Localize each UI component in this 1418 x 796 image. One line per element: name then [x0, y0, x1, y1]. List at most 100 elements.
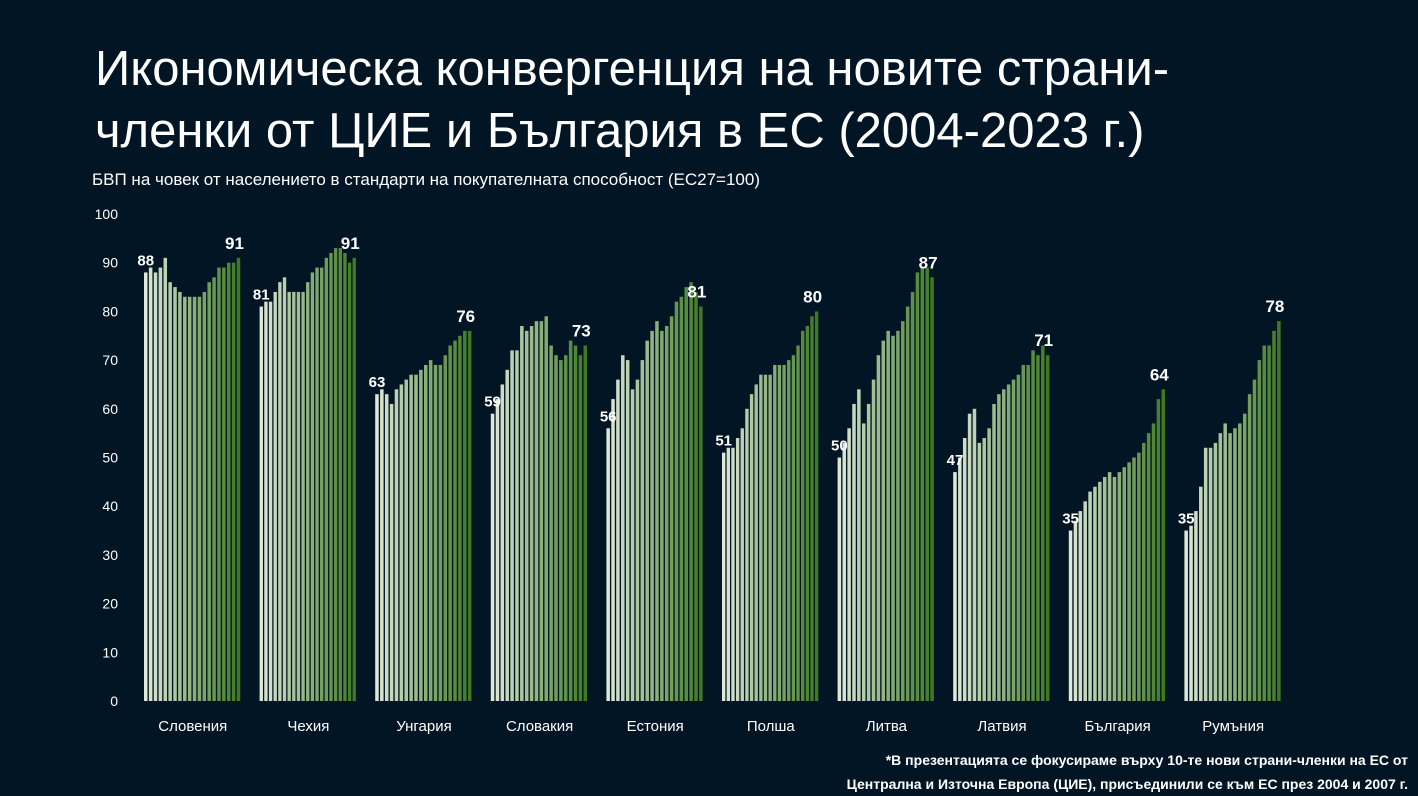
- bar: [1194, 511, 1198, 701]
- bar: [153, 272, 158, 701]
- bar: [1257, 360, 1262, 701]
- bar: [515, 350, 519, 701]
- bar: [1132, 457, 1136, 701]
- bar: [306, 282, 310, 701]
- bar-groups: [144, 248, 1281, 701]
- bar: [886, 330, 890, 701]
- data-label-first: 47: [947, 452, 964, 469]
- data-label-first: 50: [831, 438, 848, 455]
- page-title: Икономическа конвергенция на новите стра…: [95, 38, 1345, 162]
- y-tick-label: 80: [102, 303, 118, 319]
- bar: [409, 374, 413, 701]
- bar: [187, 296, 192, 701]
- bar: [958, 457, 962, 701]
- data-label-first: 51: [715, 433, 732, 450]
- x-category-label: Унгария: [396, 718, 451, 735]
- bar: [655, 321, 659, 701]
- footnote-line-2: Централна и Източна Европа (ЦИЕ), присъе…: [846, 776, 1408, 792]
- bar: [320, 267, 324, 701]
- bar: [664, 326, 669, 701]
- x-category-label: Чехия: [287, 718, 329, 735]
- footnote-line-1: *В презентацията се фокусираме върху 10-…: [885, 752, 1408, 768]
- bar: [754, 384, 758, 701]
- x-category-label: Румъния: [1202, 718, 1264, 735]
- bar: [380, 389, 384, 701]
- bar: [977, 442, 982, 701]
- bar: [544, 316, 548, 701]
- bar: [1102, 476, 1107, 701]
- y-tick-label: 60: [102, 401, 118, 417]
- bar: [559, 360, 563, 701]
- gdp-bar-chart: 0 10 20 30 40 50 60 70 80 90 100 88 91 81 91 63 76 59 73 5…: [95, 206, 1285, 735]
- bar: [207, 282, 211, 701]
- bar: [231, 262, 236, 701]
- bar: [871, 379, 876, 701]
- bar: [1156, 399, 1161, 701]
- bar: [1233, 428, 1237, 701]
- data-label-first: 63: [369, 374, 386, 391]
- bar: [178, 291, 182, 701]
- bar: [524, 330, 529, 701]
- bar: [453, 340, 457, 701]
- bar: [625, 360, 630, 701]
- bar: [505, 369, 509, 701]
- bar: [375, 394, 379, 701]
- bar: [1213, 442, 1218, 701]
- bar: [1151, 423, 1156, 701]
- bar: [1252, 379, 1257, 701]
- bar: [259, 306, 263, 701]
- y-tick-label: 70: [102, 352, 118, 368]
- bar: [1093, 486, 1097, 701]
- x-category-label: Полша: [747, 718, 796, 735]
- data-label-last: 81: [687, 283, 706, 302]
- data-label-first: 35: [1178, 511, 1195, 528]
- data-label-last: 78: [1265, 297, 1284, 316]
- bar: [490, 413, 495, 701]
- bar: [192, 296, 197, 701]
- bar: [669, 316, 674, 701]
- bar: [1277, 321, 1281, 701]
- bar: [324, 257, 329, 701]
- data-label-last: 64: [1150, 365, 1169, 384]
- bar-group: [837, 267, 934, 701]
- data-label-last: 73: [572, 321, 591, 340]
- bar: [419, 369, 423, 701]
- bar: [394, 389, 399, 701]
- bar-group: [375, 330, 472, 701]
- bar: [759, 374, 763, 701]
- data-label-last: 71: [1034, 331, 1053, 350]
- bar: [301, 291, 305, 701]
- bar: [404, 379, 408, 701]
- bar: [876, 355, 881, 701]
- bar: [635, 379, 640, 701]
- bar: [448, 345, 452, 701]
- bar: [1238, 423, 1242, 701]
- bar: [1112, 476, 1117, 701]
- bar: [699, 306, 703, 701]
- bar: [640, 360, 645, 701]
- title-line-2: членки от ЦИЕ и България в ЕС (2004-2023…: [95, 104, 1145, 158]
- bar: [1088, 491, 1092, 701]
- bar: [857, 389, 861, 701]
- bar: [962, 438, 967, 701]
- bar: [183, 296, 187, 701]
- bar: [573, 345, 578, 701]
- bar: [660, 330, 664, 701]
- x-category-label: Латвия: [977, 718, 1026, 735]
- bar: [273, 291, 277, 701]
- bar: [1098, 481, 1102, 701]
- y-tick-label: 100: [95, 206, 119, 222]
- x-category-label: Естония: [627, 718, 684, 735]
- bar: [722, 452, 726, 701]
- bar: [438, 364, 443, 701]
- bar: [278, 282, 282, 701]
- bar: [616, 379, 620, 701]
- data-label-first: 59: [484, 394, 501, 411]
- bar: [329, 252, 333, 701]
- bar: [534, 321, 539, 701]
- bar: [296, 291, 301, 701]
- bar-group: [1184, 321, 1281, 701]
- bar: [222, 267, 226, 701]
- data-labels: 88 91 81 91 63 76 59 73 56 81 51 80 50 87 47 71 35 64 35 78: [137, 234, 1284, 528]
- bar: [168, 282, 172, 701]
